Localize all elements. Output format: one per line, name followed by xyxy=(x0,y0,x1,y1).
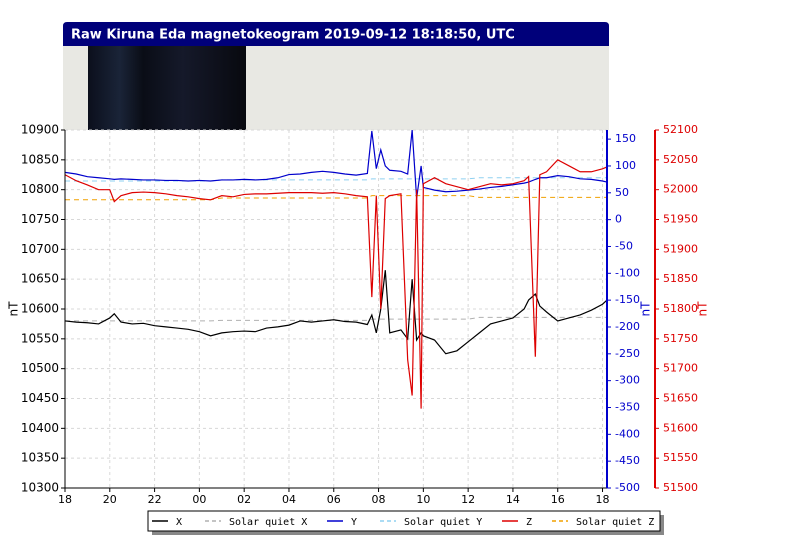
y3-tick-label: 51600 xyxy=(663,421,698,434)
x-tick-label: 14 xyxy=(506,493,520,506)
y2-tick-label: -100 xyxy=(615,266,640,279)
y2-tick-label: 150 xyxy=(615,132,636,145)
x-tick-label: 04 xyxy=(282,493,296,506)
keogram-image xyxy=(88,46,246,130)
x-tick-label: 22 xyxy=(148,493,162,506)
title-bar xyxy=(63,22,609,46)
chart-title: Raw Kiruna Eda magnetokeogram 2019-09-12… xyxy=(71,28,515,43)
y-axis-label: nT xyxy=(7,301,21,317)
y3-tick-label: 51900 xyxy=(663,242,698,255)
x-tick-label: 12 xyxy=(461,493,475,506)
series-line xyxy=(65,316,607,322)
y-tick-label: 10350 xyxy=(21,451,59,465)
legend-label: Solar quiet Z xyxy=(576,517,654,528)
x-tick-label: 16 xyxy=(551,493,565,506)
series-line xyxy=(65,177,607,182)
y-tick-label: 10600 xyxy=(21,302,59,316)
legend-label: X xyxy=(176,517,182,528)
y3-tick-label: 52050 xyxy=(663,153,698,166)
x-tick-label: 10 xyxy=(416,493,430,506)
series-line xyxy=(65,159,607,409)
series-line xyxy=(65,195,607,201)
y3-tick-label: 52100 xyxy=(663,123,698,136)
x-tick-label: 02 xyxy=(237,493,251,506)
y3-tick-label: 51850 xyxy=(663,272,698,285)
y2-tick-label: 100 xyxy=(615,159,636,172)
y-tick-label: 10450 xyxy=(21,391,59,405)
y-tick-label: 10650 xyxy=(21,272,59,286)
x-tick-label: 18 xyxy=(58,493,72,506)
series-line xyxy=(65,130,607,199)
y3-axis-label: nT xyxy=(696,301,710,317)
y2-tick-label: -350 xyxy=(615,400,640,413)
legend-label: Solar quiet Y xyxy=(404,517,482,528)
y-tick-label: 10700 xyxy=(21,242,59,256)
legend-label: Solar quiet X xyxy=(229,517,307,528)
y3-tick-label: 51500 xyxy=(663,481,698,494)
y2-tick-label: -150 xyxy=(615,293,640,306)
y2-tick-label: -500 xyxy=(615,481,640,494)
y-tick-label: 10900 xyxy=(21,123,59,137)
y3-tick-label: 51950 xyxy=(663,213,698,226)
y2-tick-label: -450 xyxy=(615,454,640,467)
x-tick-label: 06 xyxy=(327,493,341,506)
y2-tick-label: -250 xyxy=(615,347,640,360)
x-tick-label: 20 xyxy=(103,493,117,506)
y3-tick-label: 51550 xyxy=(663,451,698,464)
y-tick-label: 10850 xyxy=(21,152,59,166)
y3-tick-label: 52000 xyxy=(663,183,698,196)
y2-axis-label: nT xyxy=(639,301,653,317)
y2-tick-label: -300 xyxy=(615,374,640,387)
x-tick-label: 18 xyxy=(596,493,610,506)
y3-tick-label: 51800 xyxy=(663,302,698,315)
y-tick-label: 10400 xyxy=(21,421,59,435)
y3-tick-label: 51650 xyxy=(663,392,698,405)
y-tick-label: 10500 xyxy=(21,361,59,375)
x-tick-label: 08 xyxy=(372,493,386,506)
y-tick-label: 10800 xyxy=(21,182,59,196)
y3-tick-label: 51750 xyxy=(663,332,698,345)
legend-label: Z xyxy=(526,517,532,528)
y2-tick-label: 50 xyxy=(615,186,629,199)
legend xyxy=(147,510,661,532)
series-layer xyxy=(65,130,607,409)
legend-label: Y xyxy=(351,517,357,528)
y-tick-label: 10550 xyxy=(21,331,59,345)
y-tick-label: 10300 xyxy=(21,481,59,495)
y-tick-label: 10750 xyxy=(21,212,59,226)
x-tick-label: 00 xyxy=(192,493,206,506)
y2-tick-label: 0 xyxy=(615,213,622,226)
y2-tick-label: -50 xyxy=(615,239,633,252)
y2-tick-label: -200 xyxy=(615,320,640,333)
y3-tick-label: 51700 xyxy=(663,362,698,375)
series-line xyxy=(65,270,607,355)
y2-tick-label: -400 xyxy=(615,427,640,440)
